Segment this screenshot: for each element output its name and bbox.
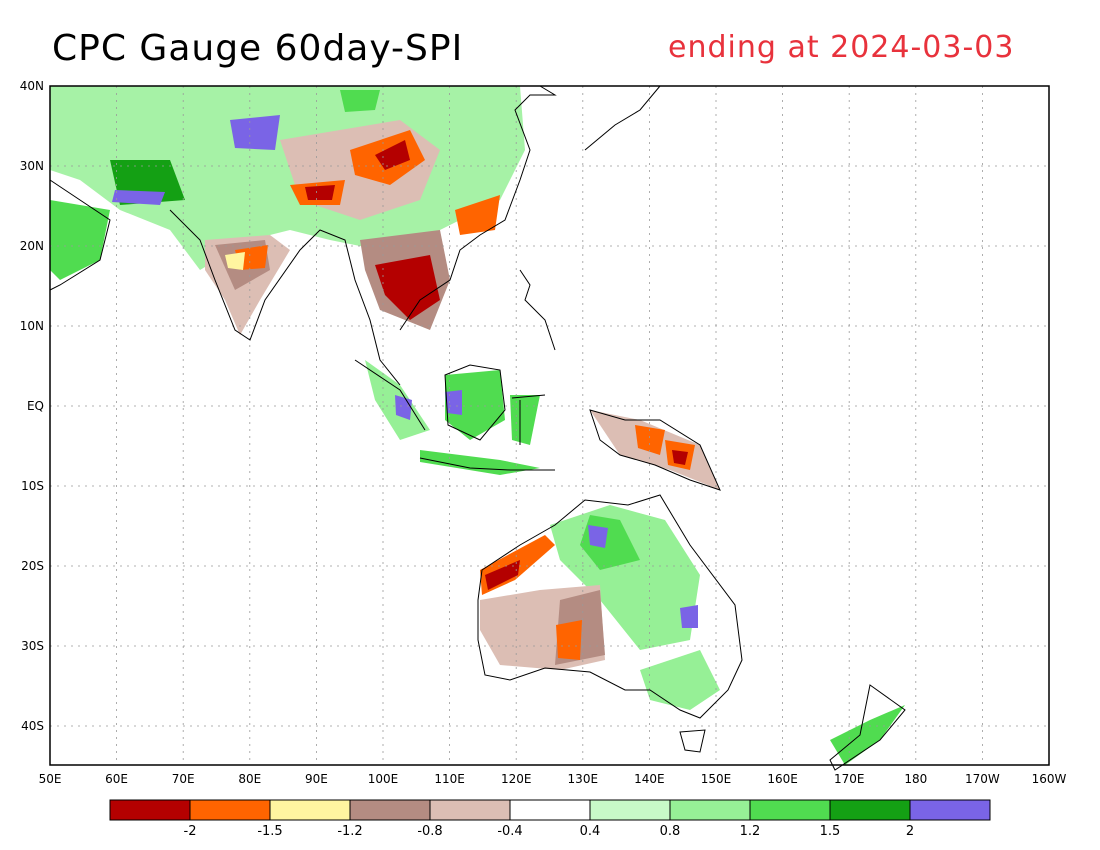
lat-tick-label: 40N: [20, 79, 44, 93]
lat-tick-label: 10S: [21, 479, 44, 493]
colorbar-swatch: [669, 799, 751, 821]
lon-tick-label: 170E: [834, 772, 865, 786]
shade-asia-blue2: [112, 190, 165, 205]
shade-aus-se-green: [640, 650, 720, 710]
shade-china-red: [375, 140, 410, 170]
shade-sulawesi: [510, 395, 540, 445]
coast-philippines: [519, 269, 556, 351]
colorbar-swatch: [909, 799, 991, 821]
latitude-labels: 40N 30N 20N 10N EQ 10S 20S 30S 40S: [20, 79, 44, 733]
map-date-subtitle: ending at 2024-03-03: [668, 30, 1015, 65]
shade-java: [420, 450, 540, 475]
spi-shading: [50, 86, 905, 765]
lat-tick-label: EQ: [27, 399, 44, 413]
lon-tick-label: 110E: [434, 772, 465, 786]
coast-asia: [49, 85, 557, 386]
colorbar: [109, 799, 991, 821]
coast-sulawesi: [511, 394, 546, 445]
shade-arabia-green: [50, 200, 110, 280]
colorbar-swatch: [269, 799, 351, 821]
colorbar-swatch: [349, 799, 431, 821]
coast-newzealand: [829, 684, 906, 771]
gridlines: [50, 86, 1049, 765]
lat-tick-label: 30N: [20, 159, 44, 173]
lat-tick-label: 20N: [20, 239, 44, 253]
shade-tibet-red: [305, 185, 335, 200]
lat-tick-label: 10N: [20, 319, 44, 333]
lon-tick-label: 160E: [767, 772, 798, 786]
coast-tasmania: [679, 729, 706, 753]
shade-aus-blue2: [680, 605, 698, 628]
coast-newguinea: [589, 409, 721, 491]
colorbar-swatch: [829, 799, 911, 821]
coast-sumatra: [354, 359, 426, 431]
shade-borneo: [445, 370, 505, 440]
shade-aus-center-orange: [556, 620, 582, 660]
lon-tick-label: 70E: [172, 772, 195, 786]
lon-tick-label: 180: [904, 772, 927, 786]
colorbar-swatch: [509, 799, 591, 821]
lon-tick-label: 60E: [105, 772, 128, 786]
map-title: CPC Gauge 60day-SPI: [52, 28, 464, 69]
lat-tick-label: 40S: [21, 719, 44, 733]
colorbar-label: 1.2: [740, 824, 761, 839]
colorbar-swatch: [109, 799, 191, 821]
colorbar-label: 1.5: [820, 824, 841, 839]
shade-asia-blue1: [230, 115, 280, 150]
lon-tick-label: 50E: [39, 772, 62, 786]
shade-aus-blue1: [588, 525, 608, 548]
lon-tick-label: 140E: [634, 772, 665, 786]
shade-newguinea-red: [672, 450, 688, 465]
shade-india-yellow: [225, 252, 245, 270]
lon-tick-label: 130E: [568, 772, 599, 786]
shade-indochina-orange: [455, 195, 500, 235]
coast-australia: [477, 494, 743, 719]
lon-tick-label: 100E: [368, 772, 399, 786]
colorbar-swatch: [589, 799, 671, 821]
lon-tick-label: 90E: [305, 772, 328, 786]
colorbar-label: -1.2: [337, 824, 362, 839]
colorbar-label: -2: [184, 824, 197, 839]
shade-indochina-red: [375, 255, 440, 320]
lon-tick-label: 160W: [1032, 772, 1067, 786]
shade-sumatra-blue: [395, 395, 412, 420]
lat-tick-label: 30S: [21, 639, 44, 653]
coastlines: [49, 85, 906, 771]
colorbar-label: -0.4: [497, 824, 522, 839]
shade-asia-green2: [340, 90, 380, 112]
colorbar-label: 0.4: [580, 824, 601, 839]
colorbar-swatch: [749, 799, 831, 821]
lon-tick-label: 80E: [238, 772, 261, 786]
lon-tick-label: 120E: [501, 772, 532, 786]
lat-tick-label: 20S: [21, 559, 44, 573]
shade-newguinea-orange1: [635, 425, 665, 455]
map-frame: [49, 85, 1050, 766]
colorbar-label: -1.5: [257, 824, 282, 839]
colorbar-label: 2: [906, 824, 914, 839]
coast-java: [419, 457, 555, 471]
shade-aus-nw-red: [485, 560, 520, 590]
shade-nz: [830, 705, 905, 765]
colorbar-swatch: [189, 799, 271, 821]
colorbar-swatch: [429, 799, 511, 821]
coast-japan: [584, 85, 661, 151]
coast-borneo: [444, 364, 506, 441]
colorbar-label: -0.8: [417, 824, 442, 839]
longitude-labels: 50E 60E 70E 80E 90E 100E 110E 120E 130E 140E 150E 1…: [39, 772, 1067, 786]
colorbar-label: 0.8: [660, 824, 681, 839]
colorbar-labels: -2 -1.5 -1.2 -0.8 -0.4 0.4 0.8 1.2 1.5 2: [184, 824, 915, 839]
lon-tick-label: 170W: [965, 772, 1000, 786]
lon-tick-label: 150E: [701, 772, 732, 786]
